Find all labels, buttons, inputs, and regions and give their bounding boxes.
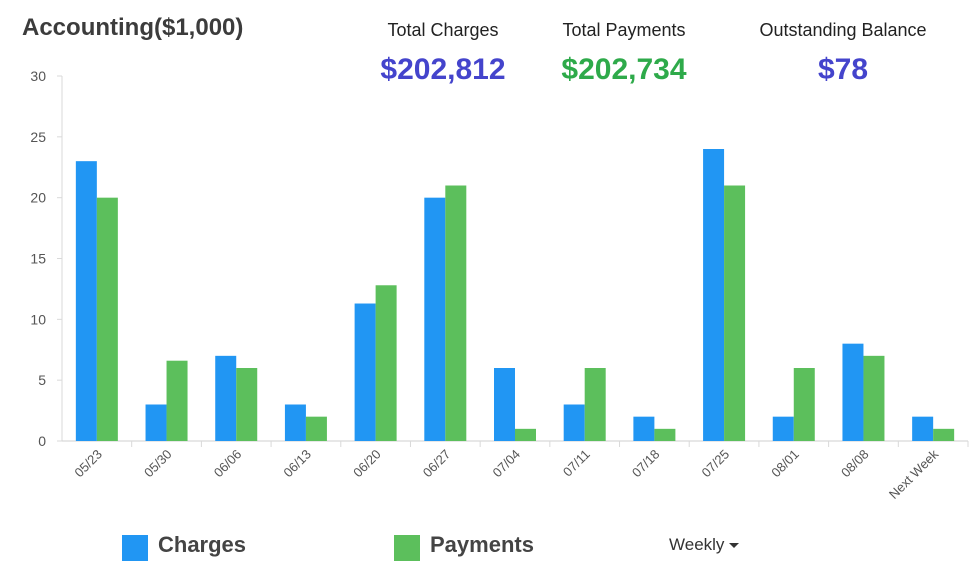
legend-item-charges[interactable]: Charges	[122, 532, 272, 562]
x-tick-label: Next Week	[886, 446, 942, 502]
total-charges-stat: Total Charges $202,812	[343, 20, 543, 87]
bar-charges-7	[563, 404, 585, 441]
bar-payments-6	[515, 428, 536, 441]
legend-swatch-payments	[394, 535, 420, 561]
bar-payments-7	[584, 368, 606, 441]
x-tick-label: 07/25	[699, 447, 733, 481]
legend-label-payments: Payments	[430, 532, 534, 557]
total-payments-stat: Total Payments $202,734	[524, 20, 724, 87]
y-tick-label: 30	[30, 68, 46, 84]
x-tick-label: 05/23	[71, 447, 105, 481]
bar-payments-12	[933, 428, 955, 441]
y-tick-label: 15	[30, 251, 46, 267]
y-tick-label: 20	[30, 190, 46, 206]
total-payments-label: Total Payments	[562, 20, 686, 40]
bar-charges-5	[424, 197, 446, 441]
bar-payments-0	[96, 197, 118, 441]
period-dropdown[interactable]: Weekly	[669, 535, 740, 555]
bar-payments-10	[793, 368, 815, 441]
x-tick-label: 06/06	[211, 447, 245, 481]
y-tick-label: 5	[38, 372, 46, 388]
bar-charges-3	[284, 404, 306, 441]
bar-payments-1	[166, 360, 188, 441]
bar-charges-8	[633, 416, 655, 441]
bar-charges-0	[75, 161, 97, 441]
bar-charges-10	[772, 416, 794, 441]
y-tick-label: 0	[38, 433, 46, 449]
bar-payments-5	[445, 185, 467, 441]
bar-charges-1	[145, 404, 167, 441]
legend-label-charges: Charges	[158, 532, 247, 557]
bar-payments-11	[863, 355, 885, 441]
x-tick-label: 06/20	[350, 447, 384, 481]
y-tick-label: 10	[30, 311, 46, 327]
x-tick-label: 07/18	[629, 447, 663, 481]
caret-down-icon	[729, 543, 740, 549]
bar-charges-12	[912, 416, 934, 441]
outstanding-balance-stat: Outstanding Balance $78	[743, 20, 943, 87]
x-tick-label: 07/11	[560, 447, 593, 480]
bar-charges-11	[842, 343, 864, 441]
outstanding-balance-label: Outstanding Balance	[759, 20, 927, 40]
y-tick-label: 25	[30, 129, 46, 145]
bar-payments-4	[375, 285, 397, 441]
bar-payments-8	[654, 428, 676, 441]
x-tick-label: 06/13	[280, 447, 314, 481]
bar-chart: 0 5 10 15 20 25 30 05/23 05/30 06/06 06/13 06/20 06/…	[30, 68, 969, 502]
bar-charges-9	[703, 149, 725, 441]
period-dropdown-value: Weekly	[669, 535, 725, 554]
total-payments-value: $202,734	[561, 53, 687, 86]
bar-payments-9	[724, 185, 746, 441]
outstanding-balance-value: $78	[817, 53, 869, 86]
bar-charges-4	[354, 303, 376, 441]
bar-payments-2	[236, 368, 258, 441]
x-tick-label: 06/27	[420, 447, 454, 481]
legend-item-payments[interactable]: Payments	[394, 532, 564, 562]
x-tick-label: 07/04	[490, 447, 524, 481]
legend-swatch-charges	[122, 535, 148, 561]
total-charges-value: $202,812	[380, 53, 506, 86]
x-tick-label: 08/08	[838, 447, 872, 481]
bar-charges-6	[494, 368, 515, 441]
chart-title: Accounting($1,000)	[22, 14, 244, 41]
total-charges-label: Total Charges	[387, 20, 499, 40]
x-tick-label: 08/01	[768, 447, 802, 481]
bar-payments-3	[305, 416, 327, 441]
bar-charges-2	[215, 355, 237, 441]
x-tick-label: 05/30	[141, 447, 175, 481]
